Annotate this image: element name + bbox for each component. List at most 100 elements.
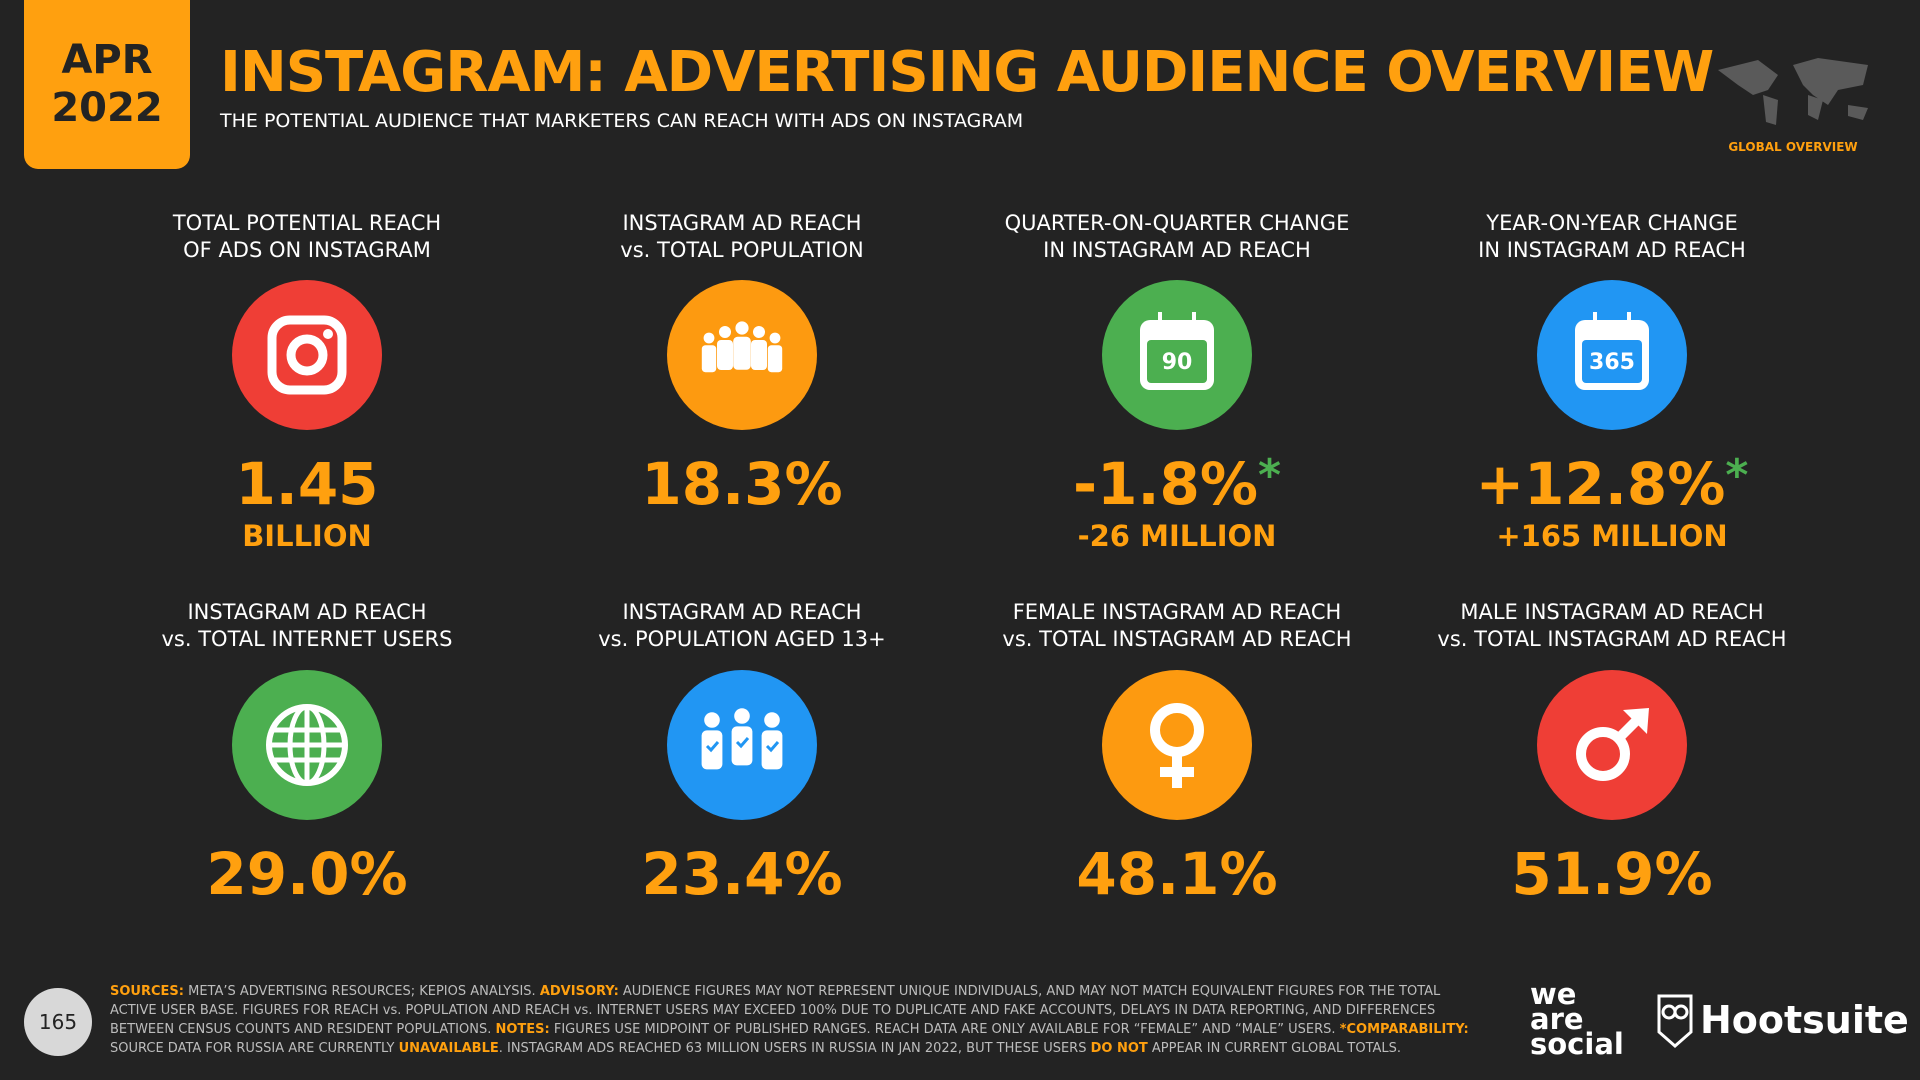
note-highlight: NOTES: — [495, 1022, 550, 1037]
subtitle: THE POTENTIAL AUDIENCE THAT MARKETERS CA… — [220, 110, 1024, 132]
icon-ring — [1576, 727, 1630, 781]
tile-label-line: vs. TOTAL POPULATION — [620, 238, 864, 262]
note-text: SOURCE DATA FOR RUSSIA ARE CURRENTLY — [110, 1041, 399, 1056]
icon-head — [764, 712, 780, 728]
tile-sub: BILLION — [242, 519, 372, 553]
value-text: 51.9% — [1511, 840, 1713, 908]
tile-label-line: INSTAGRAM AD REACH — [187, 600, 427, 624]
logo-we-are-social: we are social — [1530, 977, 1624, 1061]
tile-label-line: vs. POPULATION AGED 13+ — [598, 627, 886, 651]
value-text: 1.45 — [235, 450, 379, 518]
tile-label-line: IN INSTAGRAM AD REACH — [1043, 238, 1311, 262]
icon-number: 90 — [1162, 350, 1193, 375]
note-highlight: SOURCES: — [110, 984, 184, 999]
tile-label: YEAR-ON-YEAR CHANGE IN INSTAGRAM AD REACH — [1402, 210, 1822, 264]
date-box: APR 2022 — [24, 0, 190, 169]
value-text: 29.0% — [206, 840, 408, 908]
tile-icon — [1537, 670, 1687, 820]
owl-eye — [1673, 1004, 1689, 1020]
icon-check — [765, 741, 780, 753]
map-shape — [1718, 58, 1868, 125]
tile-label-line: INSTAGRAM AD REACH — [622, 211, 862, 235]
icon-head — [769, 332, 781, 344]
tile-label-line: INSTAGRAM AD REACH — [622, 600, 862, 624]
logo-word: are — [1530, 1002, 1584, 1036]
tile-label-line: OF ADS ON INSTAGRAM — [183, 238, 431, 262]
title: INSTAGRAM: ADVERTISING AUDIENCE OVERVIEW — [220, 40, 1714, 105]
icon-body — [767, 345, 783, 373]
note-highlight: UNAVAILABLE — [398, 1041, 499, 1056]
value-text: -1.8% — [1073, 450, 1258, 518]
value-note: * — [1257, 450, 1281, 501]
note-text: . INSTAGRAM ADS REACHED 63 MILLION USERS… — [498, 1041, 1091, 1056]
tile-value: 29.0% — [97, 840, 517, 908]
icon-check — [735, 737, 750, 749]
tile-label-line: YEAR-ON-YEAR CHANGE — [1486, 211, 1738, 235]
note-text: FIGURES USE MIDPOINT OF PUBLISHED RANGES… — [549, 1022, 1340, 1037]
icon-calendar-inner — [1582, 340, 1642, 383]
tile-label-line: IN INSTAGRAM AD REACH — [1478, 238, 1746, 262]
badge: GLOBAL OVERVIEW — [1728, 140, 1858, 154]
icon-number: 365 — [1589, 350, 1635, 375]
tile-label: TOTAL POTENTIAL REACH OF ADS ON INSTAGRAM — [97, 210, 517, 264]
date-month: APR — [61, 37, 153, 83]
world-map — [1718, 58, 1868, 125]
tile-value: 51.9% — [1402, 840, 1822, 908]
page-number: 165 — [24, 988, 92, 1056]
icon-dot — [323, 329, 333, 339]
owl-eye — [1661, 1004, 1677, 1020]
icon-check — [705, 741, 720, 753]
tile-label-line: vs. TOTAL INSTAGRAM AD REACH — [1437, 627, 1787, 651]
icon-head — [703, 332, 715, 344]
value-text: 18.3% — [641, 450, 843, 518]
note-highlight: ADVISORY: — [539, 984, 619, 999]
note-text: APPEAR IN CURRENT GLOBAL TOTALS. — [1147, 1041, 1402, 1056]
note-text: META’S ADVERTISING RESOURCES; KEPIOS ANA… — [183, 984, 540, 999]
value-text: 48.1% — [1076, 840, 1278, 908]
tile-icon: 90 — [1102, 280, 1252, 430]
icon-body — [717, 340, 733, 370]
value-text: 23.4% — [641, 840, 843, 908]
tile-label: QUARTER-ON-QUARTER CHANGE IN INSTAGRAM AD… — [967, 210, 1387, 264]
tile-label: INSTAGRAM AD REACH vs. POPULATION AGED 13… — [532, 599, 952, 653]
value-note: * — [1725, 450, 1749, 501]
icon-head — [719, 326, 731, 338]
icon-head — [704, 712, 720, 728]
owl-outline — [1657, 994, 1693, 1048]
icon-body — [733, 336, 751, 370]
tile-icon — [667, 280, 817, 430]
date-year: 2022 — [51, 85, 163, 131]
icon-arrowhead — [1623, 708, 1649, 734]
icon-head — [735, 321, 749, 335]
icon-frame — [267, 315, 347, 395]
tile-label-line: FEMALE INSTAGRAM AD REACH — [1012, 600, 1342, 624]
logo-hootsuite: Hootsuite — [1700, 998, 1909, 1042]
tile-value: -1.8%* — [967, 450, 1387, 518]
tile-value: +12.8%* — [1402, 450, 1822, 518]
tile-icon — [232, 280, 382, 430]
tile-value: 18.3% — [532, 450, 952, 518]
tile-icon — [1102, 670, 1252, 820]
tile-label: MALE INSTAGRAM AD REACH vs. TOTAL INSTAGR… — [1402, 599, 1822, 653]
tile-label-line: vs. TOTAL INTERNET USERS — [161, 627, 453, 651]
tile-value: 48.1% — [967, 840, 1387, 908]
icon-calendar-inner — [1147, 340, 1207, 383]
tile-label: INSTAGRAM AD REACH vs. TOTAL POPULATION — [532, 210, 952, 264]
tile-label-line: QUARTER-ON-QUARTER CHANGE — [1004, 211, 1350, 235]
hootsuite-owl — [1657, 994, 1693, 1048]
icon-circle — [232, 280, 382, 430]
icon-lens — [286, 334, 328, 376]
tile-label-line: TOTAL POTENTIAL REACH — [172, 211, 442, 235]
tile-icon — [232, 670, 382, 820]
logo-word: we — [1530, 977, 1577, 1011]
logo-word: social — [1530, 1027, 1624, 1061]
tile-label-line: vs. TOTAL INSTAGRAM AD REACH — [1002, 627, 1352, 651]
tile-sub: -26 MILLION — [1077, 519, 1277, 553]
note-text: AUDIENCE FIGURES MAY NOT REPRESENT UNIQU… — [110, 984, 1441, 1037]
icon-body — [751, 340, 767, 370]
tile-sub: +165 MILLION — [1496, 519, 1728, 553]
tile-label: FEMALE INSTAGRAM AD REACH vs. TOTAL INSTA… — [967, 599, 1387, 653]
footnotes: SOURCES: META’S ADVERTISING RESOURCES; K… — [110, 982, 1490, 1058]
tile-label-line: MALE INSTAGRAM AD REACH — [1460, 600, 1764, 624]
